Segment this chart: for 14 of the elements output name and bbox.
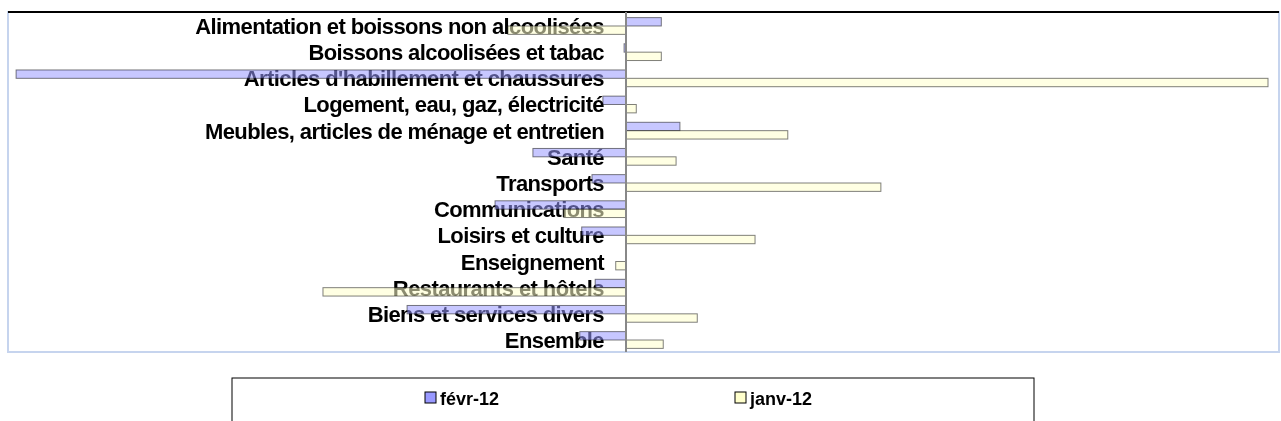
y-tick-label: Santé: [547, 144, 605, 170]
y-tick-label: Loisirs et culture: [437, 223, 605, 249]
y-tick-label: Articles d'habillement et chaussures: [243, 66, 605, 92]
y-tick-label: Boissons alcoolisées et tabac: [308, 40, 605, 66]
y-tick-label: Ensemble: [504, 328, 605, 354]
legend-label: févr-12: [440, 389, 500, 409]
y-tick-label: Enseignement: [460, 249, 606, 275]
legend-label: janv-12: [749, 389, 813, 409]
y-tick-label: Alimentation et boissons non alcoolisées: [195, 13, 605, 39]
y-tick-label: Meubles, articles de ménage et entretien: [204, 118, 605, 144]
y-tick-label: Biens et services divers: [367, 301, 605, 327]
y-tick-label: Transports: [496, 171, 605, 196]
y-tick-label: Communications: [433, 197, 605, 223]
y-tick-label: Logement, eau, gaz, électricité: [303, 92, 605, 118]
